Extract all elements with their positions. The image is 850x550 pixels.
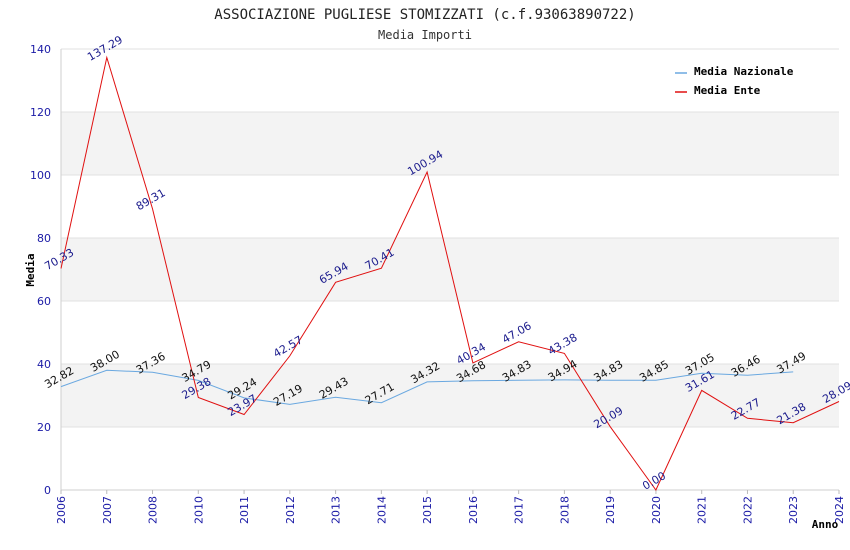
x-tick-label: 2015 <box>421 496 434 524</box>
y-tick-label: 100 <box>30 169 51 182</box>
series-line-media-ente <box>60 55 840 491</box>
x-tick-label: 2022 <box>741 496 754 524</box>
y-tick-label: 60 <box>37 295 51 308</box>
y-tick-label: 120 <box>30 106 51 119</box>
y-tick-label: 140 <box>30 43 51 56</box>
x-tick-label: 2020 <box>650 496 663 524</box>
data-label: 43.38 <box>546 331 580 358</box>
x-tick-label: 2016 <box>467 496 480 524</box>
y-tick-label: 0 <box>44 484 51 497</box>
x-tick-label: 2017 <box>513 496 526 524</box>
legend-label-media-nazionale: Media Nazionale <box>694 65 794 78</box>
grid-band <box>61 112 839 175</box>
grid-band <box>61 364 839 427</box>
x-tick-label: 2014 <box>375 496 388 524</box>
x-tick-label: 2021 <box>696 496 709 524</box>
legend-label-media-ente: Media Ente <box>694 84 761 97</box>
x-tick-label: 2012 <box>284 496 297 524</box>
data-label: 42.57 <box>271 333 305 360</box>
x-tick-label: 2011 <box>238 496 251 524</box>
x-tick-label: 2007 <box>101 496 114 524</box>
y-axis-label: Media <box>24 253 37 286</box>
data-label: 89.31 <box>134 186 168 213</box>
y-tick-label: 80 <box>37 232 51 245</box>
chart-subtitle: Media Importi <box>378 28 472 42</box>
x-axis-label: Anno <box>812 518 839 531</box>
x-tick-label: 2023 <box>787 496 800 524</box>
x-tick-label: 2006 <box>55 496 68 524</box>
x-tick-label: 2019 <box>604 496 617 524</box>
x-tick-label: 2013 <box>330 496 343 524</box>
x-tick-label: 2018 <box>558 496 571 524</box>
data-label: 137.29 <box>85 33 125 64</box>
legend: Media Nazionale Media Ente <box>675 65 794 97</box>
series-line-media-nazionale <box>60 369 794 405</box>
x-tick-label: 2024 <box>833 496 846 524</box>
x-tick-label: 2010 <box>192 496 205 524</box>
y-tick-label: 20 <box>37 421 51 434</box>
y-tick-label: 40 <box>37 358 51 371</box>
x-tick-label: 2008 <box>147 496 160 524</box>
chart-title: ASSOCIAZIONE PUGLIESE STOMIZZATI (c.f.93… <box>214 7 635 23</box>
series-lines <box>60 55 840 491</box>
axes: 0 20 40 60 80 100 120 140 2006 2007 2008 2010 2011 20… <box>30 43 846 524</box>
